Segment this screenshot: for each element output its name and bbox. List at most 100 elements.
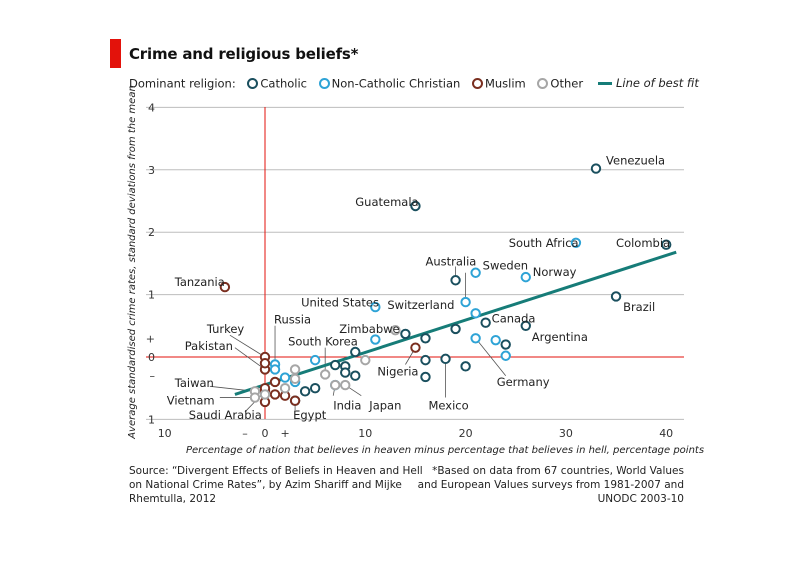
point-label: Saudi Arabia (189, 408, 262, 422)
data-point (249, 392, 261, 403)
point-label: Sweden (483, 258, 528, 272)
point-label: Argentina (532, 330, 588, 344)
point-label: Zimbabwe (339, 322, 399, 336)
data-point (610, 291, 622, 302)
data-point (500, 350, 511, 361)
data-point (410, 342, 421, 353)
data-point (590, 163, 602, 174)
point-label: Norway (533, 265, 577, 279)
data-point (520, 271, 531, 283)
data-point (450, 323, 461, 335)
chart-title: Crime and religious beliefs* (129, 45, 359, 63)
legend-fit-line-swatch (598, 82, 612, 85)
data-point (470, 267, 481, 278)
data-point (390, 324, 401, 336)
legend-fit: Line of best fit (598, 76, 699, 90)
point-label: India (333, 399, 361, 413)
point-label: Nigeria (377, 364, 418, 378)
point-label: Taiwan (174, 376, 214, 390)
x-tick-label: 30 (559, 427, 573, 440)
data-point (460, 361, 471, 372)
data-point (440, 353, 451, 365)
point-labels: Venezuela Guatemala South Africa Colombia Au… (167, 153, 670, 422)
y-tick-label: – (150, 370, 156, 383)
leader-line (234, 347, 266, 370)
point-label: Guatemala (355, 195, 418, 209)
data-point (460, 296, 471, 308)
data-point (309, 383, 321, 394)
data-point (289, 395, 301, 406)
point-label: Canada (492, 311, 536, 325)
data-point (570, 237, 582, 249)
data-point (420, 333, 431, 344)
data-point (279, 372, 291, 383)
point-label: Egypt (293, 408, 327, 422)
legend: Dominant religion: Catholic Non-Catholic… (129, 76, 583, 91)
x-tick-label: 0 (262, 427, 269, 440)
axes: 1 – 0 +1 2 3 4 10 – 0 +10 20 30 40 (146, 101, 673, 440)
data-point (340, 379, 351, 391)
point-label: Pakistan (185, 339, 233, 353)
point-label: United States (301, 296, 379, 310)
footnote: *Based on data from 67 countries, World … (417, 465, 684, 505)
legend-muslim-label: Muslim (484, 76, 526, 91)
legend-muslim-marker (471, 78, 483, 89)
line-of-best-fit (234, 250, 677, 396)
data-point (289, 364, 301, 375)
data-point (420, 354, 431, 366)
legend-other-marker (537, 78, 549, 89)
data-point (410, 200, 421, 212)
point-label: Switzerland (387, 298, 454, 312)
data-point (319, 369, 331, 380)
data-point (661, 239, 672, 250)
data-point (299, 386, 311, 397)
x-tick-label: + (280, 427, 289, 440)
point-label: Russia (274, 313, 311, 327)
data-point (500, 339, 511, 350)
data-point (370, 301, 381, 313)
y-tick-label: 1 (148, 413, 155, 426)
data-point (269, 364, 281, 375)
y-tick-label: 2 (148, 226, 155, 239)
point-label: South Africa (509, 236, 579, 250)
data-point (340, 367, 351, 378)
y-tick-label: 3 (148, 164, 155, 177)
data-point (269, 376, 281, 388)
data-point (279, 383, 291, 394)
point-label: Mexico (428, 399, 468, 413)
leader-line (475, 338, 507, 376)
data-point (309, 354, 321, 366)
data-point (370, 334, 381, 345)
x-axis-label: Percentage of nation that believes in he… (186, 445, 704, 456)
source-note: Source: “Divergent Effects of Beliefs in… (129, 465, 423, 505)
legend-prefix: Dominant religion: (129, 76, 236, 91)
x-tick-label: 10 (358, 427, 372, 440)
point-label: Tanzania (174, 275, 225, 289)
data-point (259, 389, 271, 400)
x-tick-label: 40 (659, 427, 673, 440)
point-label: Japan (368, 399, 401, 413)
point-label: Turkey (206, 322, 245, 336)
y-tick-label: 1 (148, 289, 155, 302)
legend-catholic-label: Catholic (260, 76, 307, 91)
data-point (330, 379, 341, 391)
point-label: Brazil (623, 300, 655, 314)
data-point (450, 275, 461, 286)
y-tick-label: 4 (148, 101, 155, 114)
data-point (269, 389, 281, 400)
y-tick-label: 0 (148, 351, 155, 364)
data-point (360, 354, 371, 366)
y-axis-label: Average standardised crime rates, standa… (127, 85, 138, 440)
x-tick-label: – (242, 427, 248, 440)
data-point (330, 359, 341, 371)
x-tick-label: 20 (459, 427, 473, 440)
data-point (520, 320, 531, 331)
point-label: South Korea (288, 334, 358, 348)
point-label: Vietnam (167, 394, 215, 408)
leader-line (229, 334, 266, 358)
data-point (219, 281, 231, 293)
data-point (420, 371, 431, 383)
point-label: Colombia (616, 236, 670, 250)
data-point (490, 334, 501, 346)
